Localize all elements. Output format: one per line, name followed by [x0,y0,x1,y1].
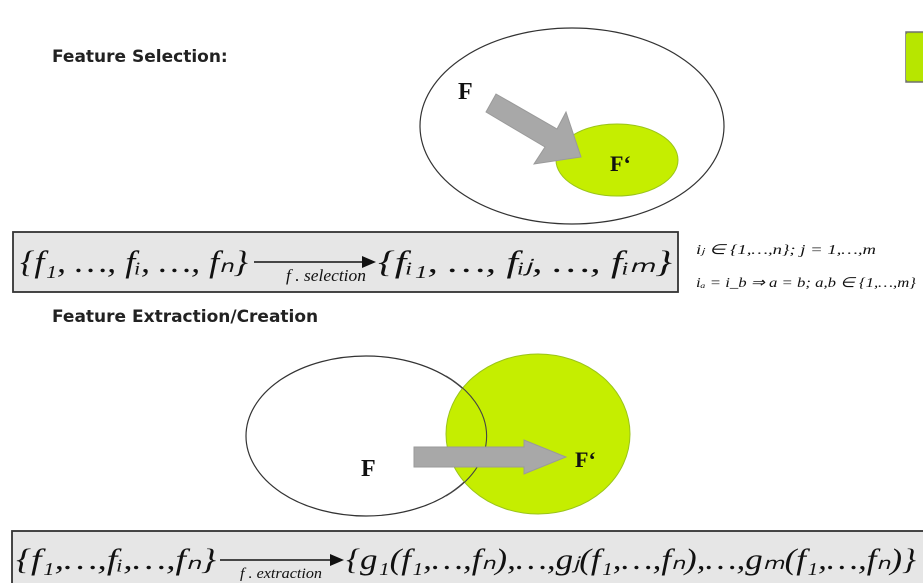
selection-set-ellipse [419,27,725,225]
selection-formula-right: {fᵢ₁, …, fᵢⱼ, …, fᵢₘ} [378,244,673,279]
extraction-new-set-ellipse [445,353,631,515]
selection-set-label: F [458,79,473,105]
extraction-formula-right: {g₁(f₁,…,fₙ),…,gⱼ(f₁,…,fₙ),…,gₘ(f₁,…,fₙ)… [346,543,916,576]
selection-subset-label: F‘ [610,151,631,176]
selection-formula-left: {f₁, …, fᵢ, …, fₙ} [20,244,249,279]
selection-condition-2: iₐ = i_b ⇒ a = b; a,b ∈ {1,…,m} [696,276,916,291]
extraction-arrow [413,439,568,475]
selection-condition-1: iⱼ ∈ {1,…,n}; j = 1,…,m [696,243,876,258]
selection-arrow [485,93,582,165]
extraction-overlap-outline [445,375,488,497]
green-square-icon [905,31,923,83]
extraction-formula-box: {f₁,…,fᵢ,…,fₙ} f . extraction {g₁(f₁,…,f… [11,530,923,583]
extraction-formula-left: {f₁,…,fᵢ,…,fₙ} [16,543,216,576]
extraction-set-label: F [361,456,376,482]
selection-arrow-label: f . selection [286,266,366,285]
extraction-arrow-label: f . extraction [240,566,322,582]
extraction-mapping-arrowhead [330,554,344,566]
extraction-new-set-label: F‘ [575,447,596,472]
selection-heading: Feature Selection: [52,47,228,67]
extraction-heading: Feature Extraction/Creation [52,307,318,327]
selection-mapping-arrowhead [362,256,376,268]
selection-formula-box: {f₁, …, fᵢ, …, fₙ} f . selection {fᵢ₁, …… [12,231,679,293]
